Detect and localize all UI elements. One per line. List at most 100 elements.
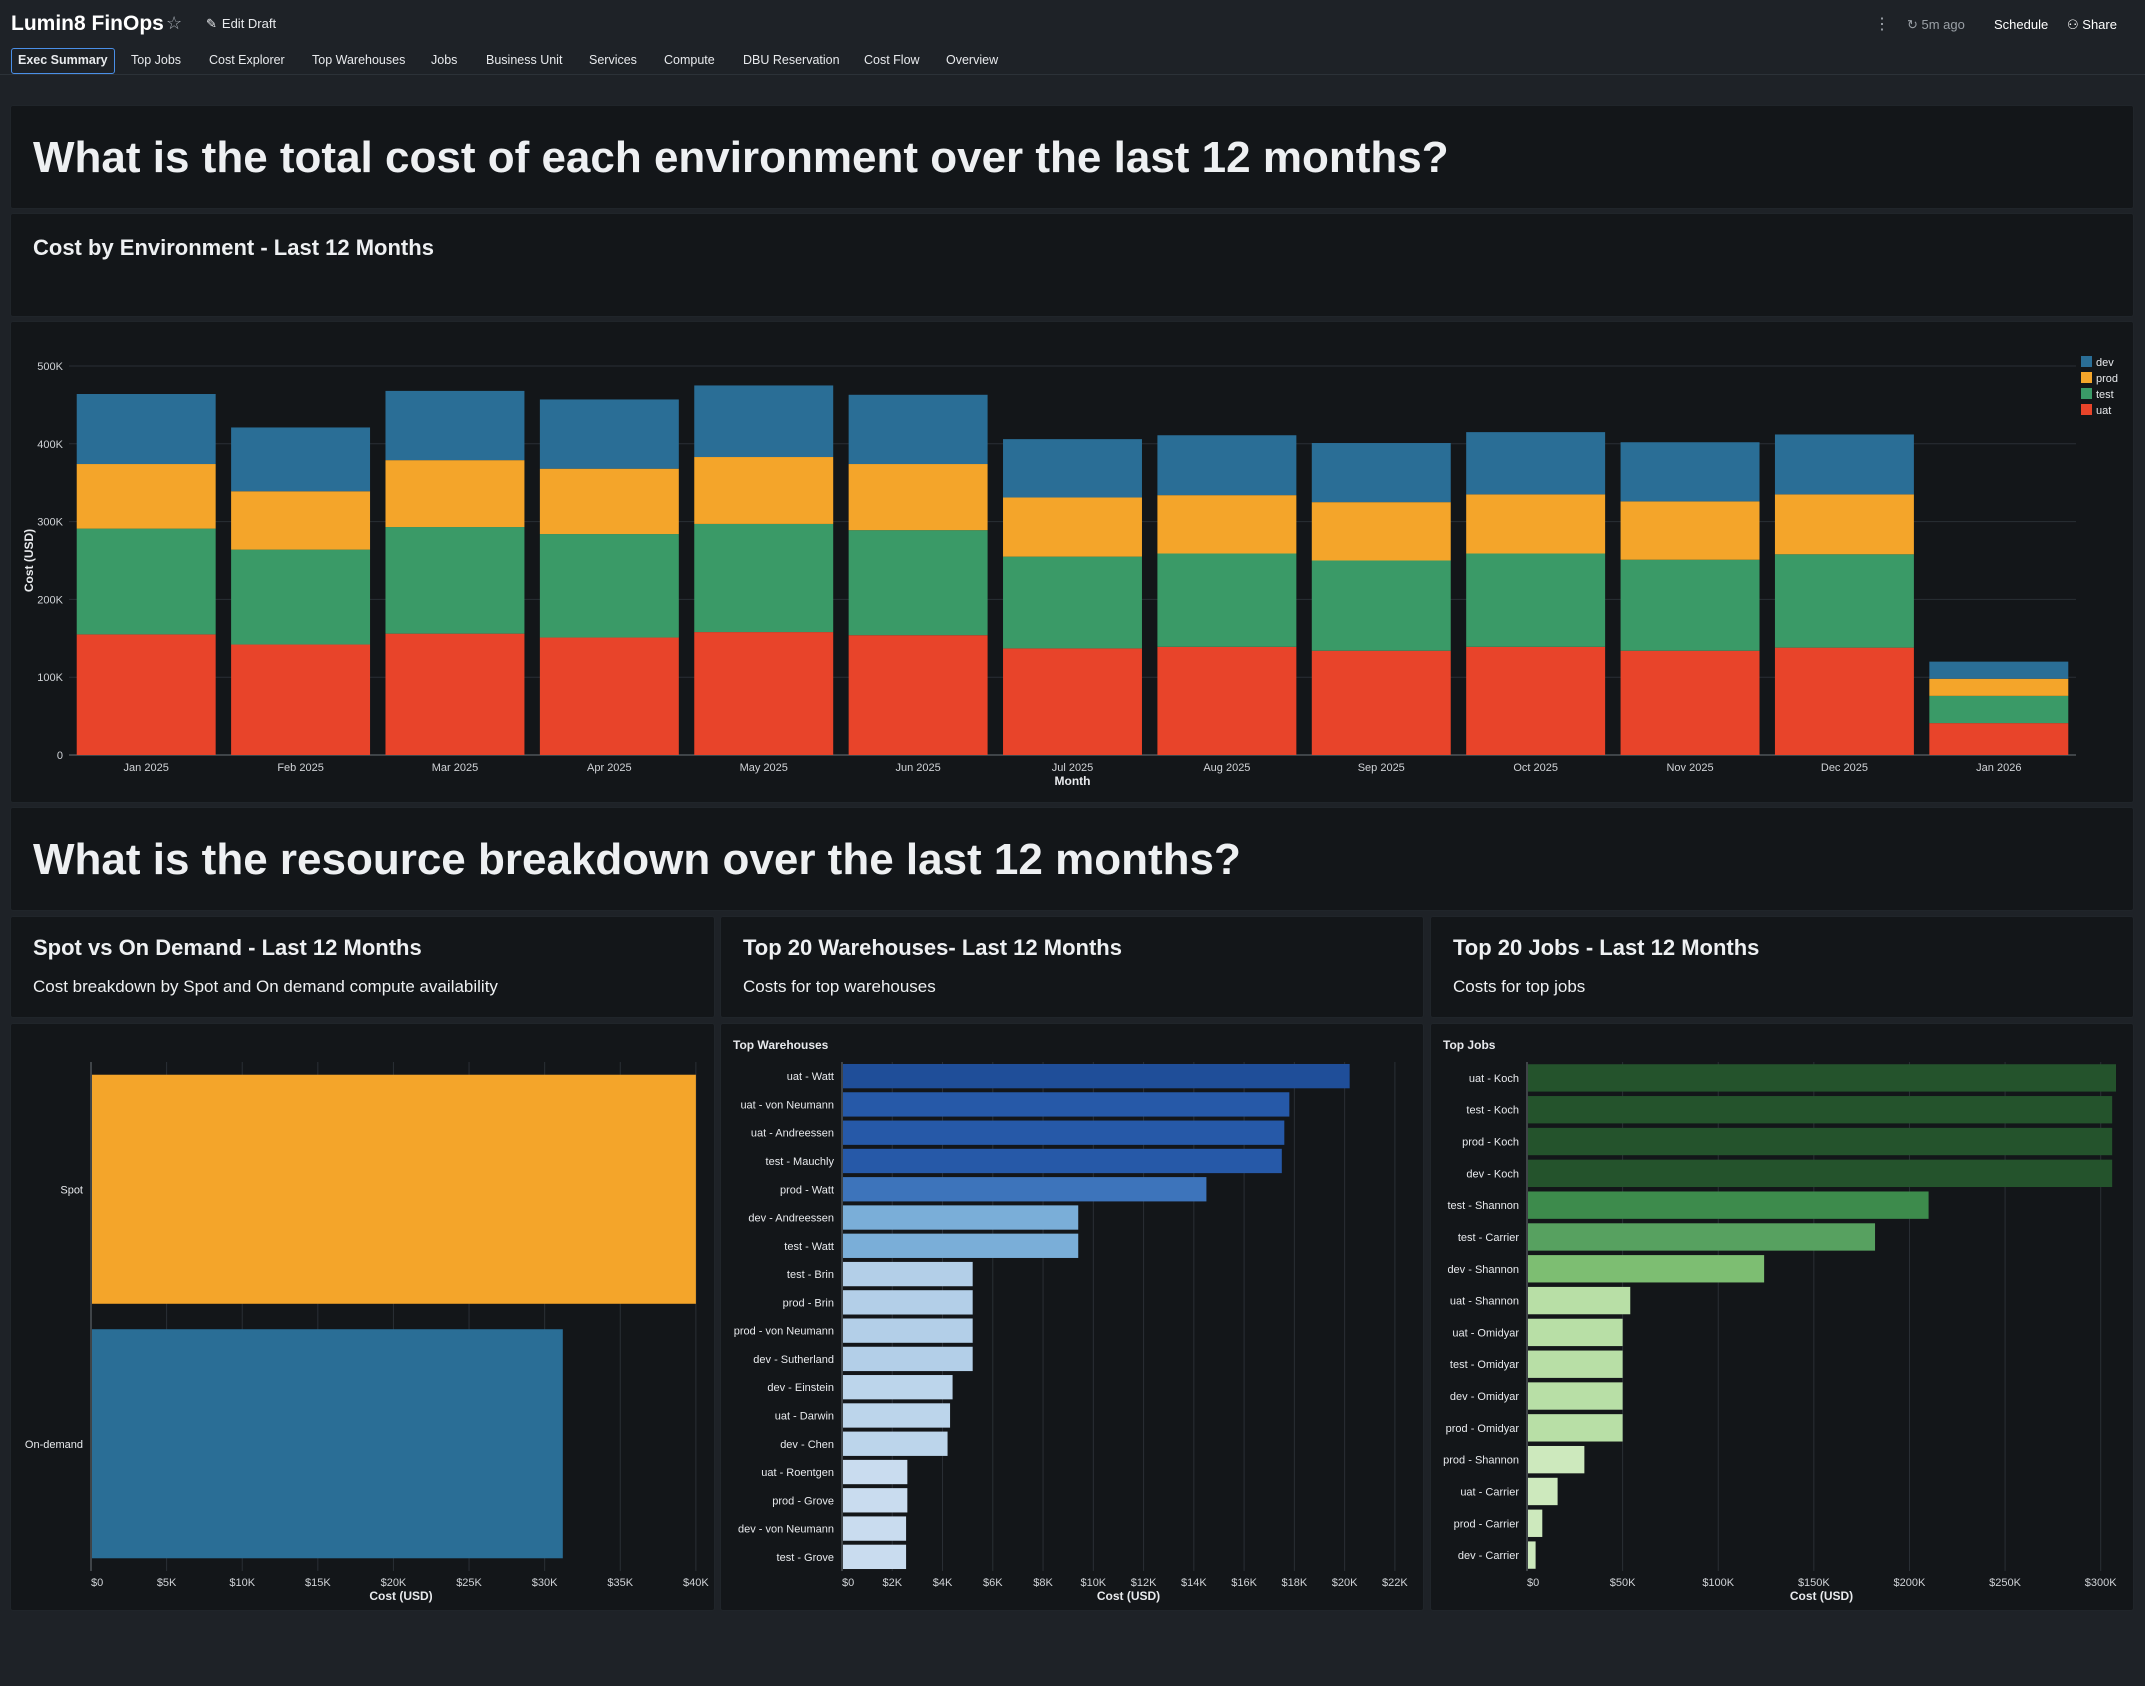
tab-top-jobs[interactable]: Top Jobs xyxy=(131,53,182,67)
x-tick-label: $14K xyxy=(1181,1577,1207,1589)
bar-uat xyxy=(231,644,371,755)
cost-by-environment-chart: 0 100K 200K 300K 400K 500K Jan 2025 Feb 2025 Mar… xyxy=(22,356,2118,788)
bar-uat xyxy=(1311,650,1451,755)
tab-jobs[interactable]: Jobs xyxy=(431,53,458,67)
x-tick-label: $6K xyxy=(983,1577,1003,1589)
bar-prod xyxy=(539,468,679,535)
bar xyxy=(1528,1382,1623,1410)
tab-business-unit[interactable]: Business Unit xyxy=(486,53,563,67)
bar-uat xyxy=(1774,647,1914,755)
x-tick-label: $4K xyxy=(933,1577,953,1589)
bar-dev xyxy=(76,394,216,465)
x-tick-label: $12K xyxy=(1131,1577,1157,1589)
x-tick-label: $10K xyxy=(229,1577,255,1589)
bar-prod xyxy=(1774,494,1914,555)
bar-dev xyxy=(1929,661,2069,679)
x-tick-label: $25K xyxy=(456,1577,482,1589)
jobs-chart-label: Top Jobs xyxy=(1443,1038,1496,1052)
bar xyxy=(843,1375,953,1400)
bar xyxy=(1528,1191,1929,1219)
legend-swatch-test xyxy=(2081,388,2092,399)
bar xyxy=(1528,1318,1623,1347)
y-tick-label: prod - Shannon xyxy=(1443,1455,1519,1467)
x-tick-label: $16K xyxy=(1231,1577,1257,1589)
y-tick-label: prod - von Neumann xyxy=(734,1326,834,1338)
y-tick-label: prod - Koch xyxy=(1462,1137,1519,1149)
tab-compute[interactable]: Compute xyxy=(664,53,715,67)
x-tick-label: Nov 2025 xyxy=(1666,762,1713,774)
x-tick-label: $10K xyxy=(1080,1577,1106,1589)
y-tick-label: prod - Carrier xyxy=(1454,1518,1520,1530)
more-options-icon[interactable]: ⋮ xyxy=(1874,16,1890,33)
x-axis-title: Month xyxy=(1055,774,1091,788)
y-tick-label: dev - Sutherland xyxy=(753,1354,834,1366)
x-tick-label: May 2025 xyxy=(740,762,788,774)
env-chart-title: Cost by Environment - Last 12 Months xyxy=(33,235,434,260)
bar-uat xyxy=(1003,648,1142,755)
x-axis-title: Cost (USD) xyxy=(369,1589,432,1603)
x-tick-label: Jun 2025 xyxy=(895,762,940,774)
y-tick-label: prod - Watt xyxy=(780,1184,834,1196)
bar-prod xyxy=(694,457,834,524)
bar-test xyxy=(1157,553,1297,647)
bar xyxy=(843,1290,973,1315)
x-tick-label: $15K xyxy=(305,1577,331,1589)
jobs-chart-title: Top 20 Jobs - Last 12 Months xyxy=(1453,935,1760,960)
bar xyxy=(1528,1509,1543,1537)
edit-draft-button[interactable]: ✎ Edit Draft xyxy=(206,16,276,32)
x-tick-label: $0 xyxy=(842,1577,854,1589)
bar xyxy=(1528,1223,1876,1251)
bar-dev xyxy=(694,385,834,458)
x-tick-label: $18K xyxy=(1282,1577,1308,1589)
y-tick-label: 100K xyxy=(37,672,63,684)
tab-top-warehouses[interactable]: Top Warehouses xyxy=(312,53,406,67)
legend-swatch-dev xyxy=(2081,356,2092,367)
x-tick-label: $50K xyxy=(1610,1577,1636,1589)
y-tick-label: test - Watt xyxy=(784,1241,834,1253)
bar-prod xyxy=(231,491,371,550)
bar xyxy=(843,1148,1282,1174)
bar-uat xyxy=(1466,646,1606,755)
refresh-label: 5m ago xyxy=(1921,17,1965,32)
y-tick-label: uat - Shannon xyxy=(1450,1296,1519,1308)
bar-prod xyxy=(1466,494,1606,554)
tab-services[interactable]: Services xyxy=(589,53,637,67)
y-tick-label: dev - Andreessen xyxy=(748,1213,834,1225)
bar-prod xyxy=(1003,497,1142,557)
spot-chart-panel: $0 $5K $10K $15K $20K $25K $30K $35K $40K Spot On-… xyxy=(10,1023,715,1611)
bar-prod xyxy=(1929,678,2069,696)
bar-prod xyxy=(76,464,216,529)
share-button[interactable]: ⚇ Share xyxy=(2067,17,2117,33)
favorite-star-icon[interactable]: ☆ xyxy=(166,13,183,33)
tab-cost-flow[interactable]: Cost Flow xyxy=(864,53,920,67)
top-bar: Lumin8 FinOps ☆ ✎ Edit Draft ⋮ ↻ 5m ago S… xyxy=(0,0,2145,48)
share-users-icon: ⚇ xyxy=(2067,17,2083,32)
x-tick-label: $300K xyxy=(2085,1577,2117,1589)
tab-overview[interactable]: Overview xyxy=(946,53,999,67)
y-tick-label: prod - Omidyar xyxy=(1446,1423,1520,1435)
bar xyxy=(1528,1159,2113,1188)
y-tick-label: Spot xyxy=(60,1184,83,1196)
tab-exec-summary[interactable]: Exec Summary xyxy=(11,48,115,74)
bar xyxy=(843,1431,948,1456)
y-tick-label: uat - Carrier xyxy=(1460,1486,1519,1498)
bar-test xyxy=(694,523,834,633)
section-question-panel: What is the total cost of each environme… xyxy=(10,105,2134,209)
y-tick-label: 400K xyxy=(37,439,63,451)
top-warehouses-chart: $0 $2K $4K $6K $8K $10K $12K $14K $16K $18K $20K $2… xyxy=(734,1062,1408,1603)
legend-swatch-uat xyxy=(2081,404,2092,415)
x-tick-label: Jul 2025 xyxy=(1052,762,1094,774)
x-tick-label: Dec 2025 xyxy=(1821,762,1868,774)
bar-dev xyxy=(1620,442,1760,502)
bar-dev xyxy=(231,427,371,492)
y-tick-label: test - Brin xyxy=(787,1269,834,1281)
tab-cost-explorer[interactable]: Cost Explorer xyxy=(209,53,285,67)
refresh-button[interactable]: ↻ 5m ago xyxy=(1907,17,1965,33)
warehouses-chart-label: Top Warehouses xyxy=(733,1038,829,1052)
tab-dbu-reservation[interactable]: DBU Reservation xyxy=(743,53,840,67)
x-tick-label: Jan 2026 xyxy=(1976,762,2021,774)
bar xyxy=(843,1346,973,1372)
jobs-chart-panel: Top Jobs $0 $50K $100K $150K $200K $250K $300K… xyxy=(1430,1023,2134,1611)
schedule-button[interactable]: Schedule xyxy=(1994,17,2049,32)
y-tick-label: 200K xyxy=(37,594,63,606)
